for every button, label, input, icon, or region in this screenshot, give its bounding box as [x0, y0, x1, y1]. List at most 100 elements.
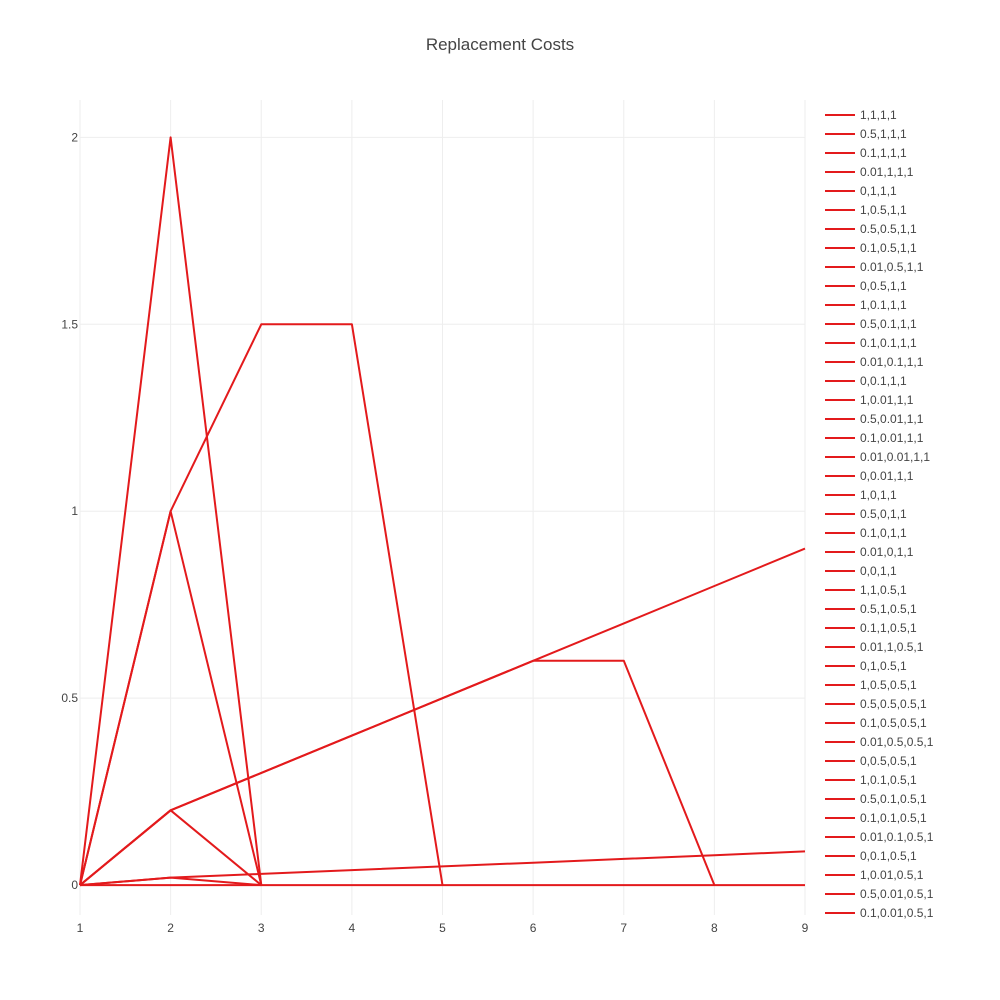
legend-item[interactable]: 0.01,0.5,1,1 [825, 260, 924, 274]
y-tick-label: 1.5 [61, 317, 78, 331]
legend-item[interactable]: 1,1,0.5,1 [825, 583, 907, 597]
legend-item[interactable]: 0.1,0.01,0.5,1 [825, 906, 934, 920]
legend-item[interactable]: 0.5,0.1,1,1 [825, 317, 917, 331]
legend-item[interactable]: 0,0,1,1 [825, 564, 897, 578]
legend-item[interactable]: 0.5,0.1,0.5,1 [825, 792, 927, 806]
legend-label: 0.01,1,0.5,1 [860, 640, 924, 654]
legend-item[interactable]: 0,1,1,1 [825, 184, 897, 198]
legend-label: 0.1,0.01,0.5,1 [860, 906, 934, 920]
legend[interactable]: 1,1,1,1 0.5,1,1,1 0.1,1,1,1 0.01,1,1,1 0,1,1… [825, 108, 934, 920]
legend-label: 0,0.1,0.5,1 [860, 849, 917, 863]
x-tick-label: 8 [711, 921, 718, 935]
legend-item[interactable]: 0.01,0.1,1,1 [825, 355, 924, 369]
legend-item[interactable]: 0.1,0.5,1,1 [825, 241, 917, 255]
legend-label: 0.01,0.1,0.5,1 [860, 830, 934, 844]
legend-item[interactable]: 1,0.5,1,1 [825, 203, 907, 217]
legend-item[interactable]: 0.01,1,0.5,1 [825, 640, 924, 654]
legend-item[interactable]: 0.5,0,1,1 [825, 507, 907, 521]
legend-label: 0.01,0,1,1 [860, 545, 914, 559]
legend-item[interactable]: 0.1,0.5,0.5,1 [825, 716, 927, 730]
legend-item[interactable]: 0.5,1,1,1 [825, 127, 907, 141]
legend-label: 0.5,0.1,0.5,1 [860, 792, 927, 806]
plot-area [79, 136, 806, 887]
legend-label: 0,0.01,1,1 [860, 469, 914, 483]
legend-label: 0.5,0.5,0.5,1 [860, 697, 927, 711]
legend-item[interactable]: 0.5,0.01,0.5,1 [825, 887, 934, 901]
legend-label: 0,1,0.5,1 [860, 659, 907, 673]
legend-item[interactable]: 0,1,0.5,1 [825, 659, 907, 673]
legend-label: 1,0.5,0.5,1 [860, 678, 917, 692]
legend-item[interactable]: 0.01,0.5,0.5,1 [825, 735, 934, 749]
legend-label: 0.5,0.1,1,1 [860, 317, 917, 331]
y-tick-label: 1 [71, 504, 78, 518]
legend-item[interactable]: 1,0.1,0.5,1 [825, 773, 917, 787]
legend-item[interactable]: 0.1,1,1,1 [825, 146, 907, 160]
legend-item[interactable]: 0.01,0.01,1,1 [825, 450, 930, 464]
legend-item[interactable]: 1,1,1,1 [825, 108, 897, 122]
legend-item[interactable]: 1,0.1,1,1 [825, 298, 907, 312]
legend-item[interactable]: 0.5,0.5,0.5,1 [825, 697, 927, 711]
legend-label: 1,0.01,0.5,1 [860, 868, 924, 882]
series-line [79, 876, 262, 887]
legend-label: 0.5,0,1,1 [860, 507, 907, 521]
legend-item[interactable]: 1,0,1,1 [825, 488, 897, 502]
legend-label: 0.5,0.5,1,1 [860, 222, 917, 236]
legend-item[interactable]: 0.5,0.01,1,1 [825, 412, 924, 426]
legend-label: 0,0.5,1,1 [860, 279, 907, 293]
legend-label: 0,0,1,1 [860, 564, 897, 578]
grid [79, 100, 806, 915]
legend-item[interactable]: 1,0.01,1,1 [825, 393, 914, 407]
legend-label: 0.1,0.1,1,1 [860, 336, 917, 350]
legend-item[interactable]: 0,0.1,0.5,1 [825, 849, 917, 863]
legend-item[interactable]: 0,0.5,0.5,1 [825, 754, 917, 768]
x-tick-label: 2 [167, 921, 174, 935]
axes: 1 2 3 4 5 6 7 8 9 0 0.5 1 1.5 2 [61, 130, 808, 935]
legend-label: 0.01,0.01,1,1 [860, 450, 930, 464]
x-tick-label: 7 [620, 921, 627, 935]
legend-item[interactable]: 0.01,0,1,1 [825, 545, 914, 559]
legend-label: 1,1,0.5,1 [860, 583, 907, 597]
legend-item[interactable]: 1,0.5,0.5,1 [825, 678, 917, 692]
legend-label: 0.5,1,1,1 [860, 127, 907, 141]
legend-label: 0.1,0,1,1 [860, 526, 907, 540]
legend-label: 0.1,0.1,0.5,1 [860, 811, 927, 825]
legend-label: 1,0.5,1,1 [860, 203, 907, 217]
legend-label: 0.5,0.01,0.5,1 [860, 887, 934, 901]
legend-item[interactable]: 1,0.01,0.5,1 [825, 868, 924, 882]
legend-item[interactable]: 0,0.1,1,1 [825, 374, 907, 388]
legend-label: 0.1,1,1,1 [860, 146, 907, 160]
legend-item[interactable]: 0.01,1,1,1 [825, 165, 914, 179]
legend-label: 1,0.1,0.5,1 [860, 773, 917, 787]
series-line [79, 659, 716, 886]
legend-label: 0.5,0.01,1,1 [860, 412, 924, 426]
legend-item[interactable]: 0.01,0.1,0.5,1 [825, 830, 934, 844]
series-line [79, 850, 806, 887]
legend-item[interactable]: 0.1,0.1,0.5,1 [825, 811, 927, 825]
legend-item[interactable]: 0,0.01,1,1 [825, 469, 914, 483]
legend-label: 1,0.1,1,1 [860, 298, 907, 312]
series-line [79, 547, 806, 886]
legend-item[interactable]: 0,0.5,1,1 [825, 279, 907, 293]
legend-item[interactable]: 0.5,1,0.5,1 [825, 602, 917, 616]
legend-item[interactable]: 0.1,0,1,1 [825, 526, 907, 540]
series-line [79, 136, 263, 886]
y-tick-label: 0 [71, 878, 78, 892]
legend-label: 0.5,1,0.5,1 [860, 602, 917, 616]
legend-label: 0.01,1,1,1 [860, 165, 914, 179]
legend-item[interactable]: 0.1,1,0.5,1 [825, 621, 917, 635]
legend-label: 0,0.1,1,1 [860, 374, 907, 388]
x-tick-label: 4 [349, 921, 356, 935]
legend-label: 0.1,1,0.5,1 [860, 621, 917, 635]
legend-item[interactable]: 0.5,0.5,1,1 [825, 222, 917, 236]
legend-label: 1,0,1,1 [860, 488, 897, 502]
legend-item[interactable]: 0.1,0.1,1,1 [825, 336, 917, 350]
legend-item[interactable]: 0.1,0.01,1,1 [825, 431, 924, 445]
x-tick-label: 5 [439, 921, 446, 935]
y-tick-label: 0.5 [61, 691, 78, 705]
x-tick-label: 9 [802, 921, 809, 935]
y-tick-label: 2 [71, 130, 78, 144]
chart-title: Replacement Costs [426, 35, 574, 54]
legend-label: 0.01,0.5,0.5,1 [860, 735, 934, 749]
x-tick-label: 6 [530, 921, 537, 935]
